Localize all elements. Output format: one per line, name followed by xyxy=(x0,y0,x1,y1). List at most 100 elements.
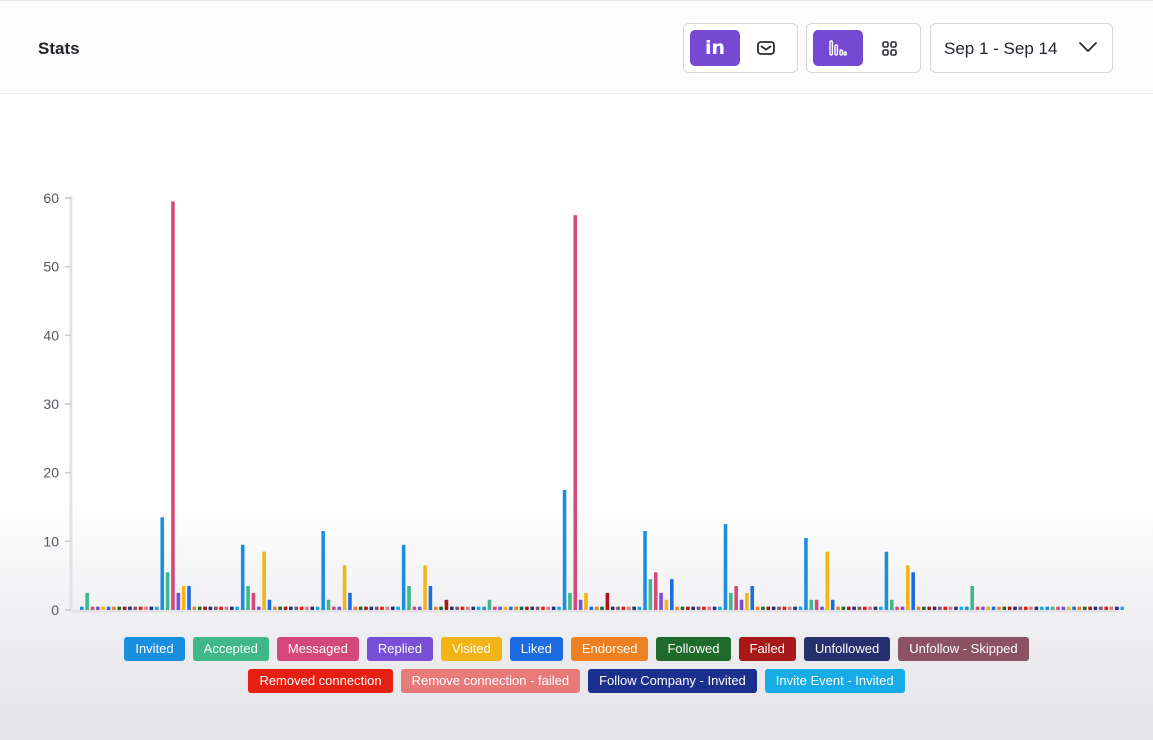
bar xyxy=(219,606,223,610)
legend-item[interactable]: Invited xyxy=(124,637,185,661)
bar xyxy=(455,606,459,610)
bar xyxy=(755,606,760,610)
bar xyxy=(525,606,529,610)
bar xyxy=(154,606,159,610)
legend-item[interactable]: Followed xyxy=(656,637,731,661)
bar xyxy=(965,606,969,610)
bar xyxy=(144,606,148,610)
bar xyxy=(1099,606,1103,610)
bar xyxy=(514,606,519,610)
bar xyxy=(1104,606,1108,610)
bar xyxy=(1018,606,1023,610)
stats-header: Stats in xyxy=(0,1,1153,94)
bar xyxy=(1061,606,1066,610)
bar xyxy=(916,606,921,610)
bar xyxy=(171,201,175,610)
date-range-value: Sep 1 - Sep 14 xyxy=(944,39,1058,58)
bar xyxy=(535,606,540,610)
bar xyxy=(959,606,964,610)
legend-item[interactable]: Remove connection - failed xyxy=(400,669,581,693)
linkedin-button[interactable]: in xyxy=(690,30,740,66)
bar xyxy=(213,606,218,610)
bar xyxy=(889,599,894,610)
legend-item[interactable]: Follow Company - Invited xyxy=(588,669,757,693)
y-tick-label: 30 xyxy=(43,396,59,412)
date-range-select[interactable]: Sep 1 - Sep 14 xyxy=(930,23,1113,73)
bar xyxy=(1002,606,1007,610)
bar xyxy=(1013,606,1017,610)
bar xyxy=(846,606,851,610)
bar xyxy=(761,606,765,610)
bar xyxy=(487,599,492,610)
legend-item[interactable]: Unfollow - Skipped xyxy=(898,637,1029,661)
bar xyxy=(551,606,556,610)
bar xyxy=(374,606,379,610)
legend-item[interactable]: Replied xyxy=(366,637,433,661)
bar xyxy=(766,606,771,610)
bar xyxy=(315,606,320,610)
page-title: Stats xyxy=(38,39,80,58)
bar xyxy=(460,606,465,610)
bar xyxy=(745,592,749,610)
bar xyxy=(568,592,572,610)
bar xyxy=(750,585,755,610)
bar xyxy=(267,599,272,610)
bar xyxy=(353,606,358,610)
bar xyxy=(385,606,390,610)
bar xyxy=(133,606,138,610)
bar xyxy=(573,215,578,611)
legend-item[interactable]: Liked xyxy=(509,637,563,661)
bar xyxy=(476,606,481,610)
bar xyxy=(417,606,422,610)
bar xyxy=(653,572,658,610)
bar xyxy=(637,606,642,610)
bar xyxy=(401,544,406,610)
bar xyxy=(621,606,626,610)
chart-view-button[interactable] xyxy=(813,30,863,66)
bar xyxy=(616,606,620,610)
bar xyxy=(1034,606,1039,610)
bar xyxy=(1088,606,1092,610)
bar xyxy=(433,606,438,610)
bar xyxy=(610,606,615,610)
legend-item[interactable]: Visited xyxy=(440,637,502,661)
bar xyxy=(814,599,819,610)
bar xyxy=(729,592,733,610)
bar xyxy=(734,585,738,610)
view-toggle xyxy=(806,23,921,73)
bar xyxy=(358,606,363,610)
y-tick-label: 50 xyxy=(43,259,59,275)
bar xyxy=(702,606,706,610)
bar xyxy=(739,599,744,610)
legend-item[interactable]: Endorsed xyxy=(570,637,649,661)
bar xyxy=(310,606,315,610)
bar xyxy=(873,606,878,610)
bar xyxy=(450,606,454,610)
bar xyxy=(369,606,374,610)
legend-item[interactable]: Failed xyxy=(738,637,796,661)
legend-item[interactable]: Invite Event - Invited xyxy=(764,669,905,693)
bar xyxy=(1066,606,1071,610)
bar-chart-icon xyxy=(829,40,847,56)
grid-view-button[interactable] xyxy=(864,30,914,66)
bar xyxy=(943,606,948,610)
bar xyxy=(991,606,996,610)
legend-item[interactable]: Accepted xyxy=(192,637,269,661)
bar xyxy=(948,606,953,610)
bar xyxy=(589,606,594,610)
bar xyxy=(251,592,256,610)
legend-item[interactable]: Removed connection xyxy=(248,669,393,693)
bar xyxy=(208,606,213,610)
bar xyxy=(299,606,304,610)
legend-item[interactable]: Unfollowed xyxy=(803,637,891,661)
email-button[interactable] xyxy=(741,30,791,66)
bar xyxy=(390,606,395,610)
bar xyxy=(482,606,486,610)
bar xyxy=(868,606,872,610)
legend-item[interactable]: Messaged xyxy=(276,637,359,661)
bar xyxy=(975,606,980,610)
bar xyxy=(1109,606,1114,610)
bar xyxy=(423,565,427,610)
bar xyxy=(503,606,508,610)
